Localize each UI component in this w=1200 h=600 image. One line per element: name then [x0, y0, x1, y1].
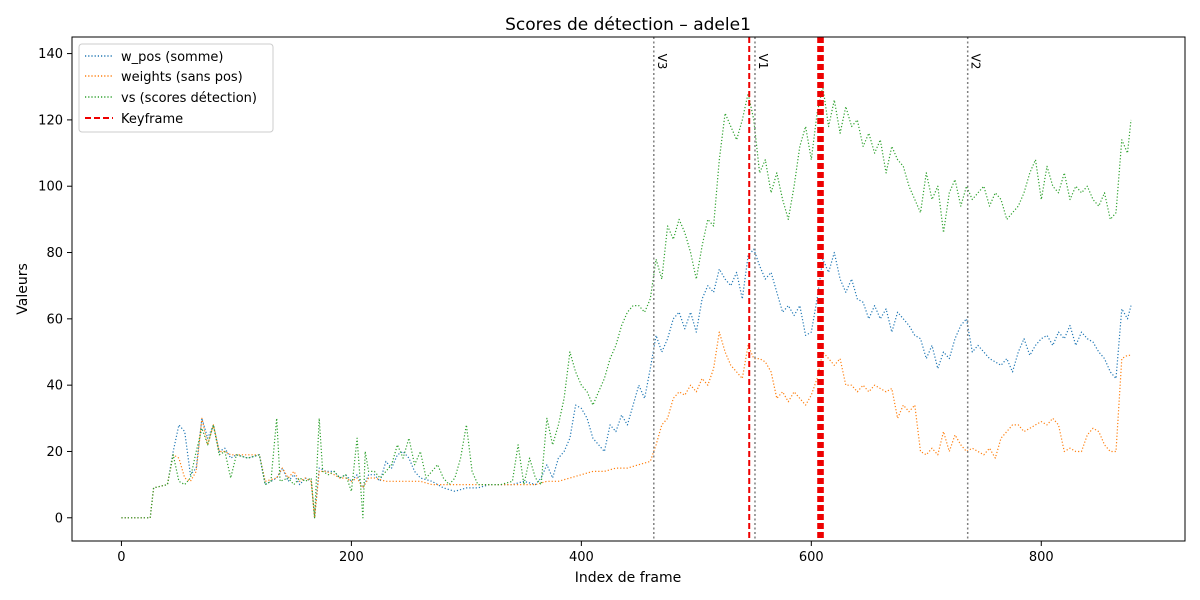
- y-tick-label: 60: [46, 312, 63, 327]
- x-tick-label: 600: [799, 550, 824, 565]
- vline-label-v3: V3: [655, 54, 669, 70]
- legend-box: [78, 43, 274, 133]
- chart-title: Scores de détection – adele1: [505, 15, 751, 35]
- y-tick-label: 140: [38, 47, 63, 62]
- y-tick-label: 0: [55, 511, 63, 526]
- x-axis: 0 200 400 600 800: [117, 541, 1054, 565]
- plot-frame: [71, 36, 1186, 542]
- vline-label-v2: V2: [969, 54, 983, 70]
- y-axis-title: Valeurs: [15, 263, 31, 315]
- legend-label-keyframe: Keyframe: [121, 112, 183, 127]
- x-axis-title: Index de frame: [575, 570, 681, 586]
- y-tick-label: 20: [46, 445, 63, 460]
- x-tick-label: 0: [117, 550, 125, 565]
- y-tick-label: 80: [46, 246, 63, 261]
- x-tick-label: 200: [339, 550, 364, 565]
- legend: w_pos (somme) weights (sans pos) vs (sco…: [78, 43, 274, 133]
- vline-label-v1: V1: [756, 54, 770, 70]
- legend-label-weights: weights (sans pos): [121, 70, 243, 85]
- y-tick-label: 120: [38, 113, 63, 128]
- y-tick-label: 40: [46, 379, 63, 394]
- y-axis: 0 20 40 60 80 100 120 140: [38, 47, 72, 526]
- series-line-vs-scores-d-tection: [121, 86, 1132, 519]
- series-line-weights-sans-pos: [121, 331, 1131, 519]
- legend-label-w-pos: w_pos (somme): [121, 50, 223, 65]
- y-tick-label: 100: [38, 180, 63, 195]
- plot-area: V3 V1 V2: [121, 37, 1132, 541]
- x-tick-label: 400: [569, 550, 594, 565]
- x-tick-label: 800: [1029, 550, 1054, 565]
- series-line-w-pos-somme: [121, 248, 1132, 519]
- legend-label-vs: vs (scores détection): [121, 91, 257, 106]
